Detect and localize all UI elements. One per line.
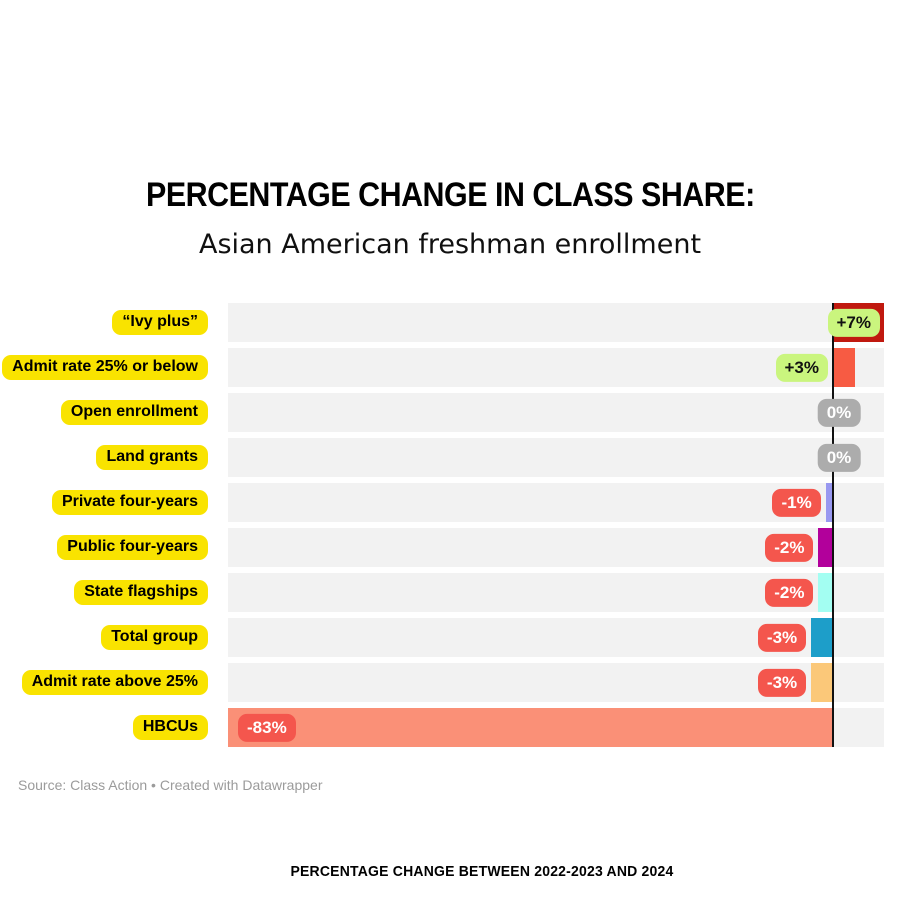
- category-label: Total group: [101, 625, 208, 650]
- category-label: State flagships: [74, 580, 208, 605]
- value-badge: -83%: [238, 713, 296, 742]
- axis-caption-text: PERCENTAGE CHANGE BETWEEN 2022-2023 AND …: [290, 862, 674, 880]
- value-badge: -2%: [765, 533, 814, 562]
- bar-track: 0%: [228, 393, 884, 432]
- bar-track: -83%: [228, 708, 884, 747]
- value-badge: -2%: [765, 578, 814, 607]
- bar: [228, 708, 833, 747]
- chart-row: Admit rate above 25% -3%: [0, 663, 900, 702]
- chart-row: “Ivy plus” +7%: [0, 303, 900, 342]
- category-label-cell: Private four-years: [0, 483, 208, 522]
- category-label-cell: Admit rate 25% or below: [0, 348, 208, 387]
- category-label-cell: Public four-years: [0, 528, 208, 567]
- value-badge: -3%: [757, 668, 807, 697]
- bar: [818, 573, 833, 612]
- category-label: Admit rate above 25%: [21, 670, 208, 695]
- value-badge: +3%: [775, 353, 828, 382]
- value-badge: +7%: [827, 308, 880, 337]
- bar: [811, 618, 833, 657]
- chart-row: Private four-years -1%: [0, 483, 900, 522]
- category-label: “Ivy plus”: [112, 310, 208, 335]
- chart-row: Public four-years -2%: [0, 528, 900, 567]
- chart-header: PERCENTAGE CHANGE IN CLASS SHARE: Asian …: [0, 174, 900, 260]
- bar-track: +3%: [228, 348, 884, 387]
- chart-row: Admit rate 25% or below +3%: [0, 348, 900, 387]
- value-badge: -3%: [757, 623, 807, 652]
- page-title: PERCENTAGE CHANGE IN CLASS SHARE:: [0, 174, 900, 214]
- category-label-cell: Admit rate above 25%: [0, 663, 208, 702]
- page-title-text: PERCENTAGE CHANGE IN CLASS SHARE:: [145, 174, 755, 214]
- category-label-cell: Total group: [0, 618, 208, 657]
- zero-baseline: [832, 303, 834, 747]
- bar-track: -2%: [228, 573, 884, 612]
- page-subtitle: Asian American freshman enrollment: [198, 229, 702, 260]
- category-label-cell: Land grants: [0, 438, 208, 477]
- value-badge: 0%: [817, 398, 861, 427]
- chart-row: Total group -3%: [0, 618, 900, 657]
- bar-track: -3%: [228, 618, 884, 657]
- axis-caption: PERCENTAGE CHANGE BETWEEN 2022-2023 AND …: [62, 862, 900, 880]
- chart-row: State flagships -2%: [0, 573, 900, 612]
- category-label: Public four-years: [57, 535, 208, 560]
- category-label-cell: Open enrollment: [0, 393, 208, 432]
- chart-row: Open enrollment 0%: [0, 393, 900, 432]
- bar-track: -3%: [228, 663, 884, 702]
- category-label-cell: “Ivy plus”: [0, 303, 208, 342]
- bar-track: -1%: [228, 483, 884, 522]
- value-badge: 0%: [817, 443, 861, 472]
- category-label-cell: HBCUs: [0, 708, 208, 747]
- bar-track: -2%: [228, 528, 884, 567]
- source-line: Source: Class Action • Created with Data…: [18, 777, 323, 793]
- bar: [818, 528, 833, 567]
- value-badge: -1%: [772, 488, 821, 517]
- chart-row: HBCUs -83%: [0, 708, 900, 747]
- category-label: Land grants: [96, 445, 208, 470]
- bar-track: 0%: [228, 438, 884, 477]
- bar-chart: “Ivy plus” +7% Admit rate 25% or below +3% O…: [0, 303, 900, 753]
- bar: [825, 483, 833, 522]
- chart-row: Land grants 0%: [0, 438, 900, 477]
- bar-track: +7%: [228, 303, 885, 342]
- category-label: Open enrollment: [60, 400, 208, 425]
- bar: [833, 348, 855, 387]
- category-label: Private four-years: [51, 490, 208, 515]
- category-label: Admit rate 25% or below: [2, 355, 208, 380]
- bar: [811, 663, 833, 702]
- category-label: HBCUs: [132, 715, 208, 740]
- category-label-cell: State flagships: [0, 573, 208, 612]
